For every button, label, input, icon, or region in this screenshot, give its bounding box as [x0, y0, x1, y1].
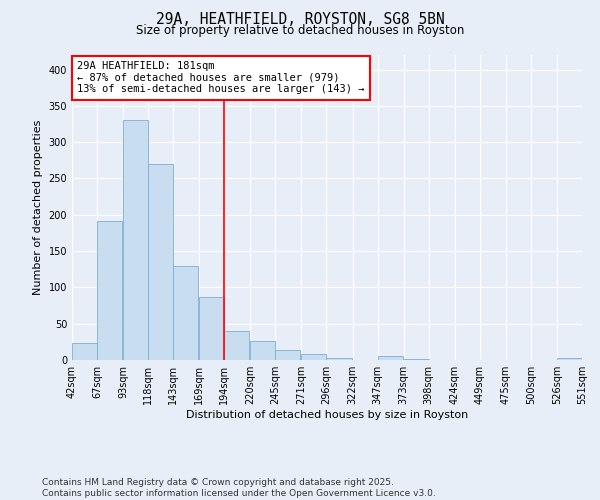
Bar — [173, 266, 198, 360]
Bar — [72, 344, 97, 360]
Bar — [326, 358, 352, 360]
Bar — [301, 354, 326, 360]
Bar — [557, 358, 582, 360]
X-axis label: Distribution of detached houses by size in Royston: Distribution of detached houses by size … — [186, 410, 468, 420]
Y-axis label: Number of detached properties: Number of detached properties — [33, 120, 43, 295]
Bar — [377, 356, 403, 360]
Text: Contains HM Land Registry data © Crown copyright and database right 2025.
Contai: Contains HM Land Registry data © Crown c… — [42, 478, 436, 498]
Text: Size of property relative to detached houses in Royston: Size of property relative to detached ho… — [136, 24, 464, 37]
Bar — [404, 358, 428, 360]
Text: 29A HEATHFIELD: 181sqm
← 87% of detached houses are smaller (979)
13% of semi-de: 29A HEATHFIELD: 181sqm ← 87% of detached… — [77, 61, 365, 94]
Bar — [224, 331, 250, 360]
Bar — [199, 297, 224, 360]
Bar — [97, 220, 122, 360]
Bar — [250, 341, 275, 360]
Bar — [123, 120, 148, 360]
Text: 29A, HEATHFIELD, ROYSTON, SG8 5BN: 29A, HEATHFIELD, ROYSTON, SG8 5BN — [155, 12, 445, 28]
Bar — [148, 164, 173, 360]
Bar — [275, 350, 301, 360]
